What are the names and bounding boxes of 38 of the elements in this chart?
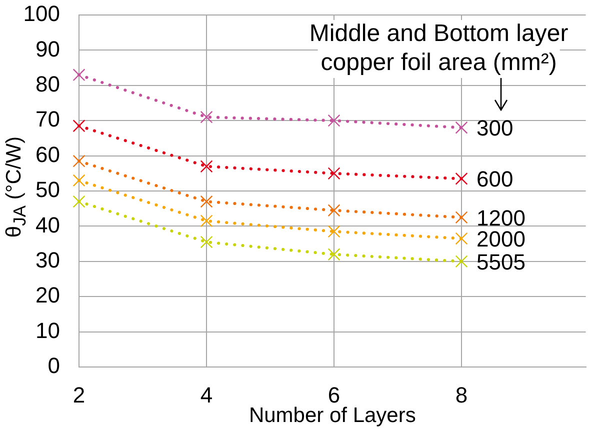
x-tick-label: 8: [455, 382, 468, 408]
y-tick-label: 70: [36, 106, 60, 132]
point: [200, 236, 213, 248]
point: [328, 114, 340, 127]
point: [328, 167, 340, 180]
series-label: 300: [476, 116, 514, 141]
point: [455, 232, 468, 245]
x-tick-label: 2: [72, 382, 86, 408]
x-tick-label: 4: [200, 382, 213, 408]
series-label: 5505: [476, 249, 526, 274]
y-tick-label: 100: [23, 1, 60, 26]
point: [72, 154, 86, 168]
y-tick-label: 90: [36, 36, 60, 62]
point: [200, 195, 213, 208]
point: [455, 121, 468, 134]
y-tick-label: 0: [48, 353, 60, 378]
series-label: 600: [476, 166, 514, 192]
point: [200, 160, 213, 173]
y-tick-label: 60: [36, 142, 60, 167]
point: [200, 110, 213, 124]
point: [328, 225, 340, 238]
y-tick-label: 40: [36, 212, 60, 238]
point: [72, 174, 86, 187]
point: [72, 120, 86, 132]
point: [455, 211, 468, 224]
y-tick-label: 50: [36, 177, 60, 202]
y-tick-label: 80: [36, 71, 60, 96]
legend-title: Middle and Bottom layer copper foil area (mm²): [309, 20, 568, 76]
point: [328, 204, 340, 217]
point: [200, 214, 213, 228]
y-tick-label: 10: [36, 318, 60, 343]
point: [455, 172, 468, 185]
y-tick-label: 30: [36, 247, 60, 272]
y-tick-label: 20: [36, 282, 60, 308]
point: [328, 248, 340, 261]
point: [72, 195, 86, 208]
point: [455, 255, 468, 268]
point: [72, 68, 86, 82]
